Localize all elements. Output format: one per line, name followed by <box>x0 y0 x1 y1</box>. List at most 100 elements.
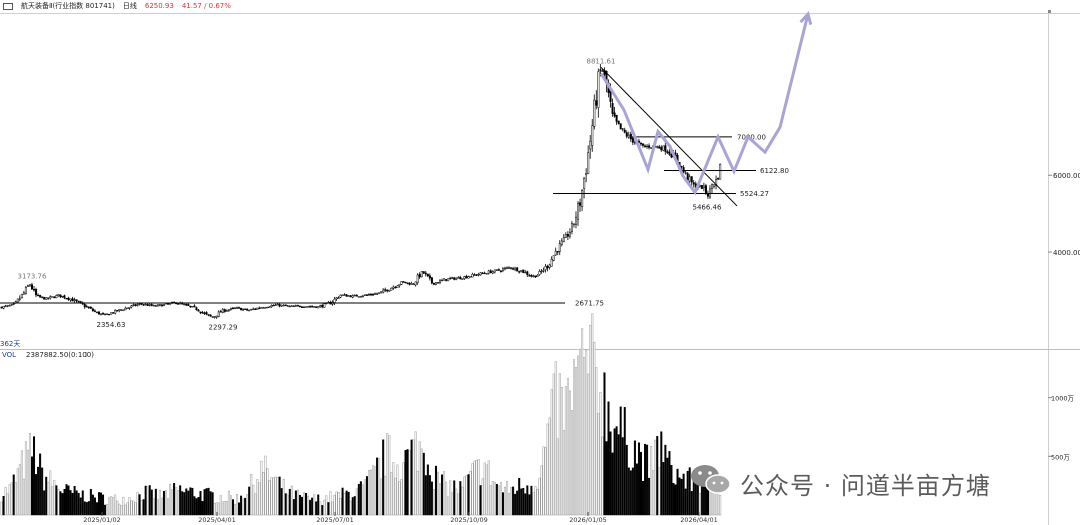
candle-up <box>562 237 565 242</box>
candle-up <box>100 313 103 315</box>
candle-up <box>353 294 356 297</box>
date-tick-label: 2025/01/02 <box>83 516 120 524</box>
volume-bar-down <box>441 474 444 516</box>
volume-bar-up <box>455 488 458 516</box>
volume-bar-up <box>443 471 446 516</box>
candle-up <box>591 125 594 146</box>
volume-bar-down <box>678 477 681 516</box>
candle-up <box>268 306 271 308</box>
candle-up <box>577 202 580 220</box>
volume-bar-up <box>538 477 541 516</box>
volume-bar-up <box>506 481 509 516</box>
volume-bar-up <box>335 491 338 516</box>
candle-down <box>372 294 375 296</box>
volume-bar-up <box>477 458 480 516</box>
candle-down <box>700 185 703 189</box>
candle-down <box>408 282 411 285</box>
volume-bar-up <box>28 432 31 516</box>
candle-up <box>552 255 555 261</box>
candle-up <box>585 173 588 176</box>
volume-bar-down <box>55 485 58 516</box>
volume-bar-down <box>43 490 46 516</box>
volume-bar-up <box>323 499 326 516</box>
volume-bar-down <box>33 436 36 516</box>
candle-down <box>556 251 559 253</box>
volume-bar-up <box>14 482 17 516</box>
volume-bar-up <box>457 493 460 516</box>
candle-down <box>63 295 66 299</box>
candle-up <box>305 306 308 308</box>
volume-bar-up <box>223 501 226 516</box>
candle-up <box>568 231 571 237</box>
volume-bar-down <box>453 480 456 516</box>
volume-bar-down <box>625 444 628 516</box>
volume-bar-up <box>579 348 582 516</box>
volume-bar-down <box>294 490 297 516</box>
candle-up <box>319 305 322 307</box>
candle-up <box>711 184 714 189</box>
volume-bar-down <box>495 483 498 516</box>
volume-bar-down <box>382 439 385 516</box>
volume-bar-down <box>434 465 437 516</box>
wechat-watermark: 公众号 · 问道半亩方塘 <box>688 462 1068 502</box>
candle-down <box>219 311 222 313</box>
period-label[interactable]: 日线 <box>122 2 137 10</box>
candle-up <box>95 311 98 314</box>
volume-bar-up <box>114 494 117 516</box>
volume-bar-up <box>286 494 289 516</box>
candle-up <box>69 298 72 301</box>
scroll-handle-top <box>1048 10 1051 13</box>
volume-bar-down <box>347 491 350 516</box>
volume-bar-up <box>339 497 342 516</box>
volume-bar-down <box>31 456 33 516</box>
volume-bar-up <box>152 498 155 516</box>
candle-up <box>479 272 482 276</box>
candle-down <box>321 305 324 308</box>
candle-up <box>514 267 517 270</box>
volume-bar-down <box>284 493 287 516</box>
candle-down <box>97 311 100 315</box>
candle-down <box>0 306 3 309</box>
candle-up <box>524 271 527 274</box>
volume-bar-up <box>227 490 230 516</box>
volume-bar-up <box>272 477 275 516</box>
volume-bar-down <box>648 477 651 516</box>
candle-down <box>154 305 157 307</box>
candle-down <box>453 277 456 280</box>
candle-down <box>223 309 226 312</box>
volume-bar-down <box>660 431 663 516</box>
volume-bar-up <box>483 462 486 516</box>
volume-bar-up <box>650 446 653 516</box>
candle-down <box>244 308 247 310</box>
volume-bar-down <box>410 439 413 516</box>
candle-down <box>35 289 38 296</box>
volume-bar-down <box>298 494 301 516</box>
projection-path <box>599 13 810 196</box>
candle-down <box>566 234 569 237</box>
volume-bar-up <box>652 470 655 516</box>
candle-down <box>512 268 515 270</box>
candle-up <box>158 304 161 306</box>
candle-up <box>550 259 553 267</box>
volume-bar-up <box>10 482 13 516</box>
candle-down <box>483 272 486 275</box>
volume-bar-down <box>376 457 379 516</box>
low-2297-label: 2297.29 <box>209 323 238 331</box>
candle-down <box>640 143 642 145</box>
volume-bar-down <box>209 491 212 516</box>
price-tick-label: 6000.00 <box>1053 172 1080 180</box>
volume-bar-up <box>325 495 328 516</box>
candle-up <box>294 305 297 307</box>
volume-bar-up <box>534 485 537 516</box>
panel-toggle-icon[interactable] <box>3 2 13 10</box>
volume-bar-up <box>420 448 423 516</box>
candle-up <box>583 177 586 189</box>
volume-bar-up <box>130 500 133 516</box>
candle-up <box>363 294 366 296</box>
volume-bar-down <box>91 494 94 516</box>
volume-bar-down <box>637 442 640 516</box>
candle-up <box>542 270 545 272</box>
volume-bar-up <box>536 488 539 516</box>
candle-up <box>270 305 273 308</box>
volume-bar-down <box>353 496 356 516</box>
